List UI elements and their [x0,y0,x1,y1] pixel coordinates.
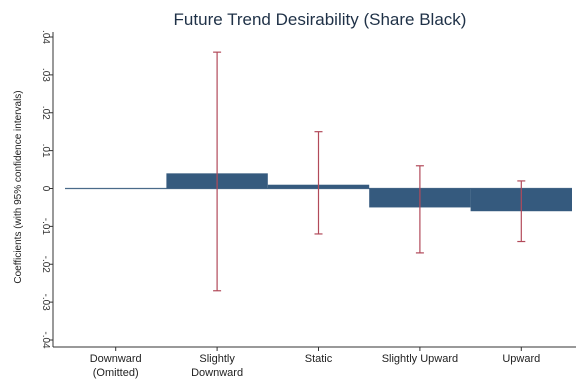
y-tick-label: .04 [40,30,51,44]
x-category-label: Upward [502,353,540,365]
chart-title: Future Trend Desirability (Share Black) [174,10,467,29]
y-tick-label: -.01 [40,218,51,236]
y-tick-label: -.02 [40,256,51,274]
y-tick-label: .02 [40,106,51,120]
y-tick-label: 0 [40,186,51,192]
x-category-label: Slightly Upward [382,353,458,365]
x-category-label: Static [305,353,333,365]
y-tick-label: -.03 [40,294,51,312]
y-tick-label: -.04 [40,331,51,349]
y-tick-label: .03 [40,68,51,82]
x-category-label: Downward [90,353,142,365]
x-category-label: (Omitted) [93,367,139,379]
y-axis-label: Coefficients (with 95% confidence interv… [13,90,24,283]
x-category-label: Slightly [199,353,235,365]
y-tick-label: .01 [40,144,51,158]
x-category-label: Downward [191,367,243,379]
